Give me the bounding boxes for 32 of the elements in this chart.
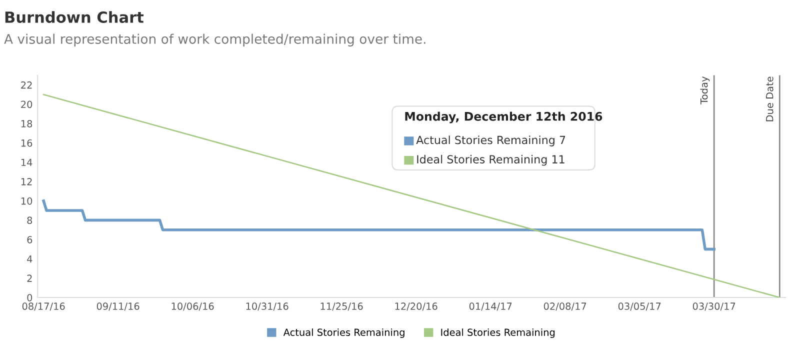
chart-subtitle: A visual representation of work completed/remaining over time.	[4, 34, 426, 46]
legend-label: Ideal Stories Remaining	[441, 328, 555, 338]
y-tick-label: 22	[21, 81, 32, 89]
x-tick-label: 10/06/16	[172, 302, 214, 311]
legend-label: Actual Stories Remaining	[283, 328, 404, 338]
y-tick-label: 18	[21, 120, 32, 128]
y-tick-label: 4	[27, 255, 32, 263]
x-tick-label: 02/08/17	[544, 302, 586, 311]
x-tick-label: 09/11/16	[96, 302, 140, 311]
x-tick-label: 08/17/16	[22, 302, 65, 311]
ref-line-label: Due Date	[766, 76, 774, 122]
y-tick-label: 14	[21, 158, 32, 166]
x-tick-label: 01/14/17	[469, 302, 512, 311]
x-tick-label: 03/05/17	[618, 302, 661, 311]
annotation: Monday, December 12th 2016	[405, 112, 602, 124]
y-tick-label: 16	[21, 139, 32, 147]
chart-title: Burndown Chart	[5, 11, 144, 23]
line-series	[42, 199, 716, 251]
x-tick-label: 11/25/16	[320, 302, 363, 311]
annotation: Ideal Stories Remaining 11	[417, 154, 564, 166]
y-tick-label: 20	[21, 100, 32, 108]
x-tick-label: 10/31/16	[246, 302, 288, 311]
x-tick-label: 12/20/16	[395, 302, 438, 311]
y-tick-label: 8	[27, 216, 32, 224]
y-tick-label: 0	[27, 294, 32, 302]
annotation: Actual Stories Remaining 7	[416, 136, 566, 146]
x-tick-label: 03/30/17	[692, 302, 736, 311]
y-tick-label: 10	[21, 197, 32, 205]
y-tick-label: 12	[21, 178, 32, 186]
y-tick-label: 6	[27, 236, 32, 244]
ref-line-label: Today	[700, 76, 710, 104]
y-tick-label: 2	[27, 274, 32, 282]
